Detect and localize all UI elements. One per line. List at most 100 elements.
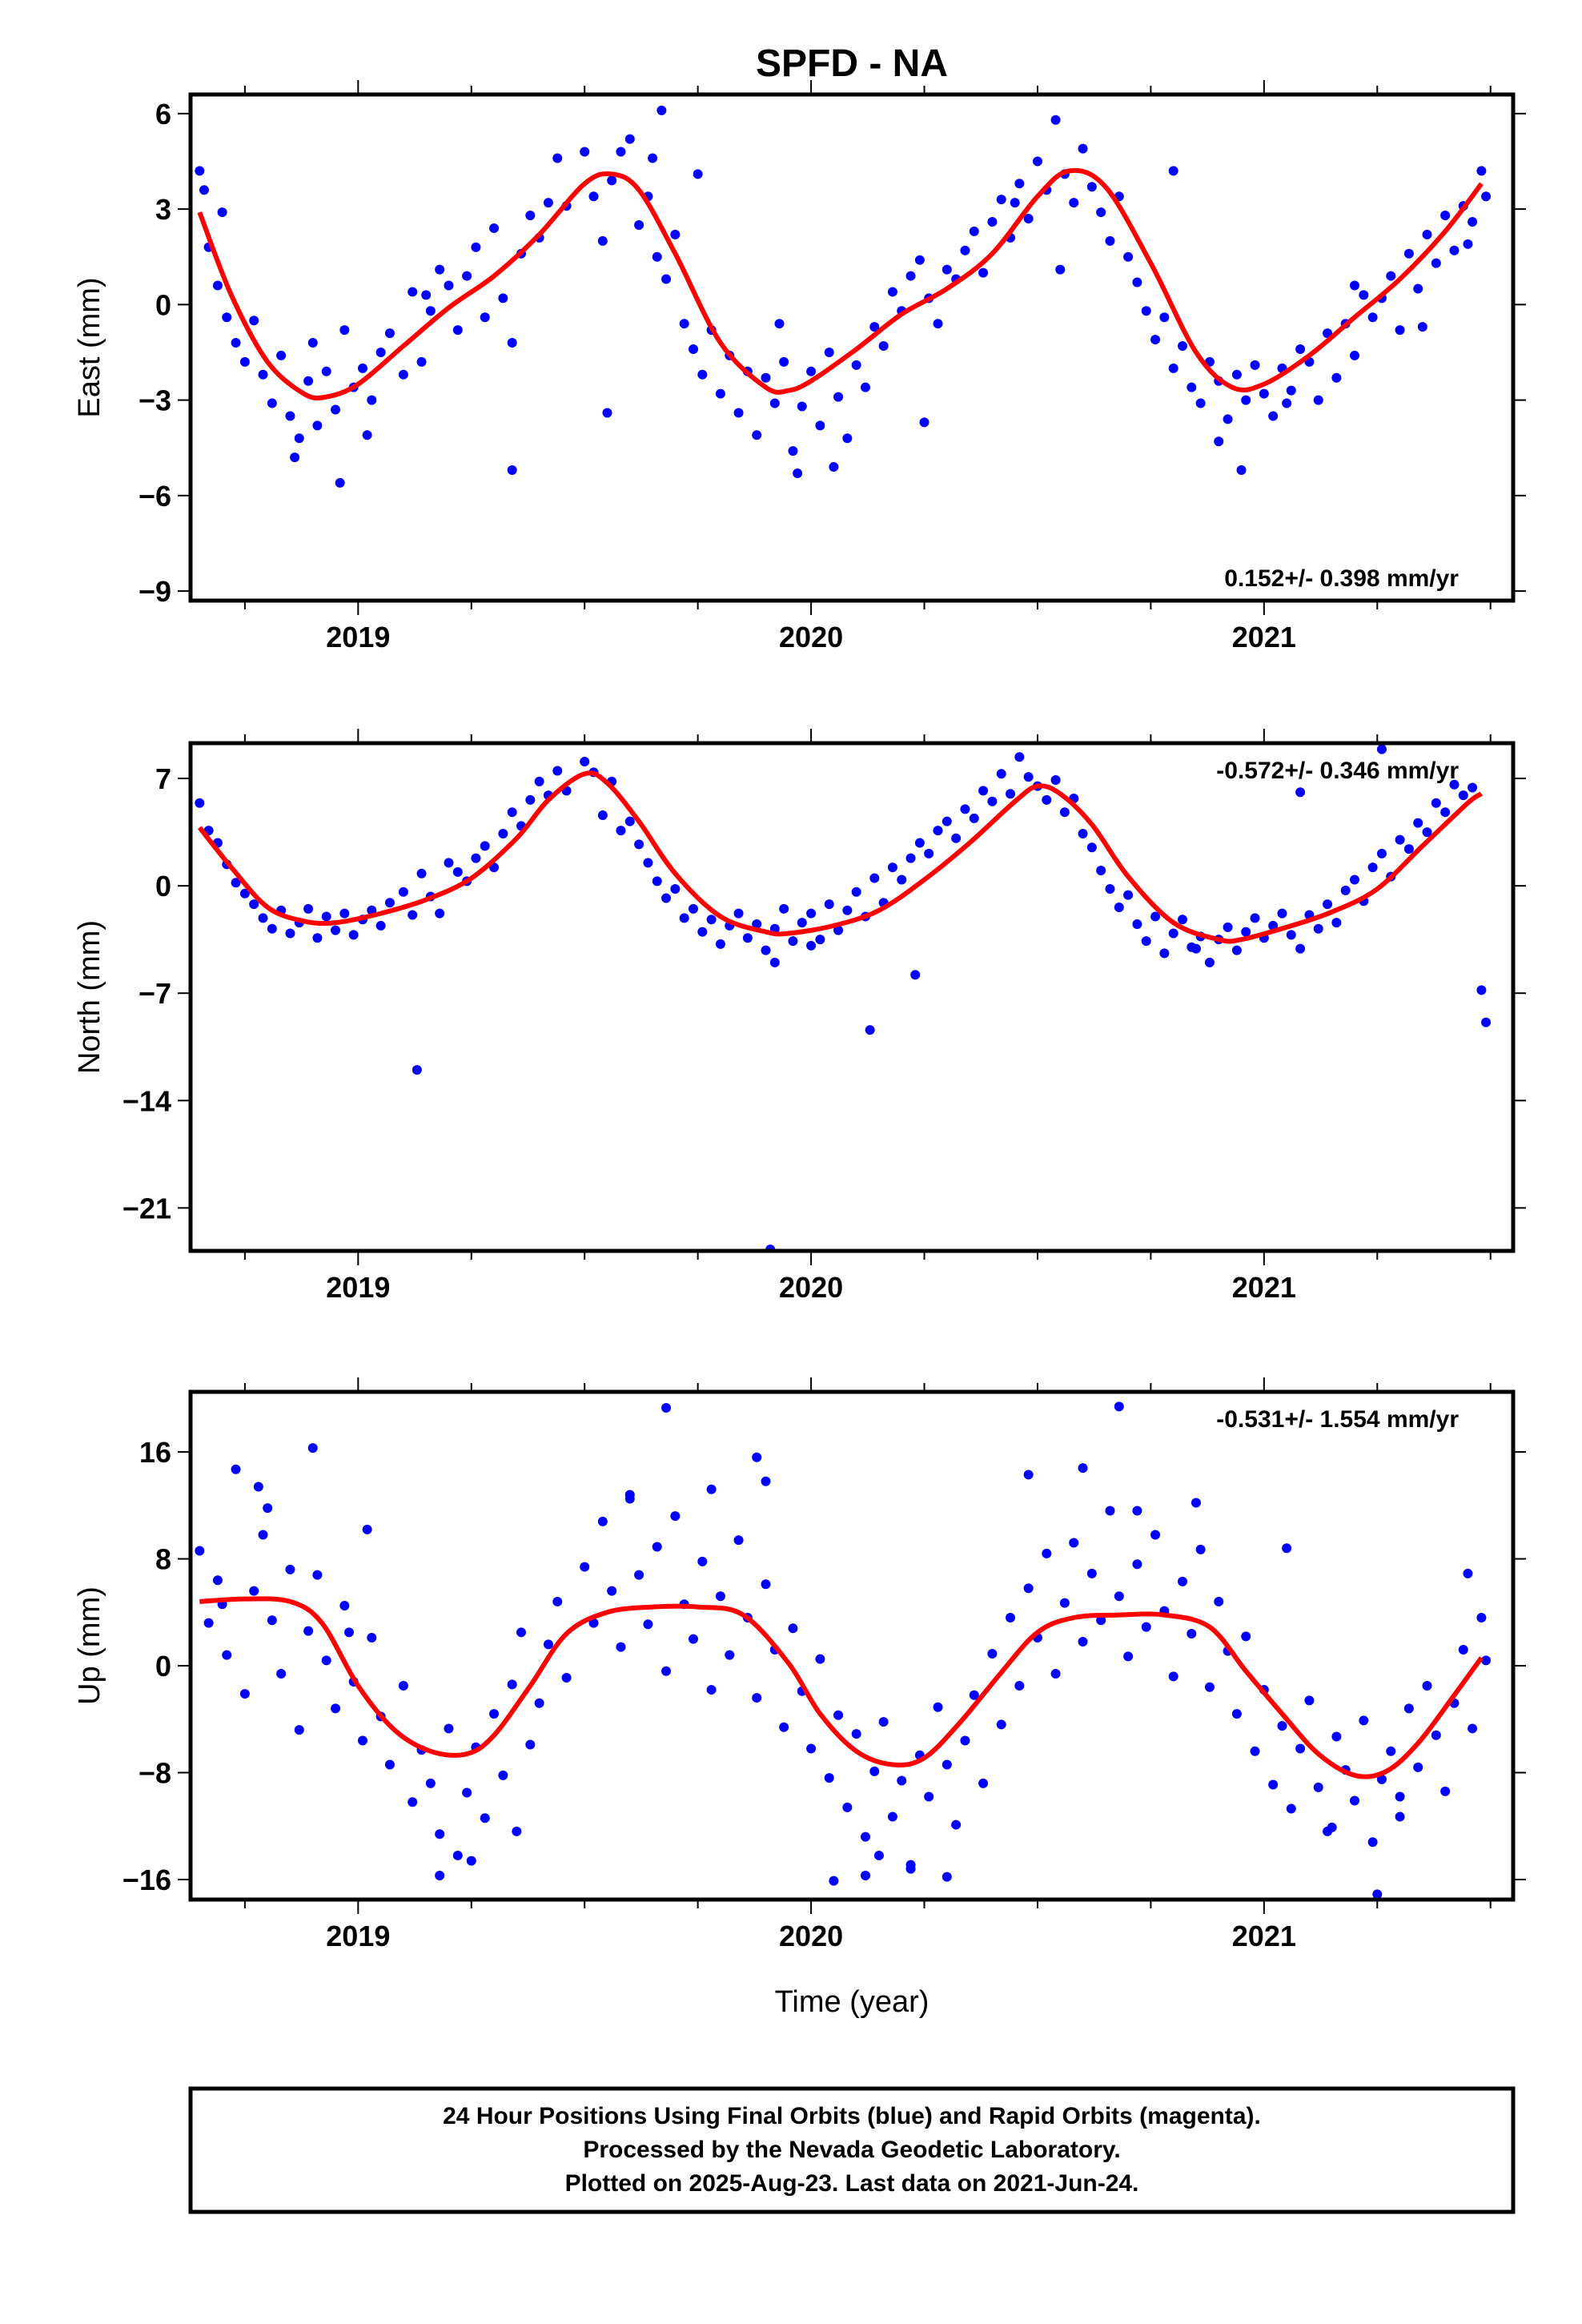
data-point — [425, 306, 436, 316]
y-tick-label: −7 — [139, 977, 171, 1010]
data-point — [1250, 913, 1260, 923]
data-point — [212, 280, 223, 291]
data-point — [1086, 1568, 1097, 1578]
data-point — [1286, 385, 1296, 396]
y-tick-label: −21 — [122, 1192, 171, 1224]
data-point — [869, 322, 880, 332]
footer-line-2: Processed by the Nevada Geodetic Laborat… — [583, 2137, 1120, 2163]
data-point — [597, 810, 608, 821]
data-point — [588, 1618, 599, 1628]
data-point — [752, 919, 762, 930]
plot-frame-east — [188, 92, 1516, 603]
data-point — [797, 918, 807, 928]
data-point — [1141, 936, 1151, 947]
data-point — [1376, 1774, 1387, 1784]
data-point — [452, 1850, 463, 1860]
data-point — [1096, 865, 1106, 875]
data-point — [1150, 335, 1161, 345]
data-point — [905, 271, 916, 281]
data-point — [960, 245, 970, 255]
data-point — [624, 816, 635, 826]
data-point — [969, 1690, 979, 1700]
y-tick-label: −14 — [122, 1084, 171, 1117]
data-point — [788, 936, 798, 947]
data-point — [715, 1591, 725, 1602]
data-point — [887, 287, 897, 297]
data-point — [648, 153, 658, 163]
data-point — [1023, 1470, 1034, 1480]
data-point — [1178, 915, 1187, 925]
data-point — [416, 868, 427, 879]
data-point — [996, 195, 1006, 205]
data-point — [258, 1530, 268, 1540]
data-point — [1231, 945, 1242, 955]
data-point — [253, 1482, 263, 1492]
data-point — [1186, 382, 1197, 392]
data-point — [987, 216, 998, 227]
data-point — [616, 147, 626, 157]
data-point — [1349, 350, 1359, 360]
data-point — [1123, 890, 1134, 900]
data-point — [1141, 306, 1151, 316]
data-point — [978, 1778, 989, 1788]
data-point — [1168, 363, 1178, 373]
data-point — [1286, 1803, 1296, 1814]
data-point — [398, 887, 408, 897]
y-tick-label: 8 — [155, 1543, 171, 1576]
data-point — [1422, 827, 1432, 838]
data-point — [321, 1655, 331, 1666]
data-point — [231, 1464, 241, 1474]
data-point — [905, 853, 916, 863]
data-point — [1277, 1721, 1287, 1731]
data-point — [580, 147, 590, 157]
panels-group: 2019 2020 2021 6 3 0 −3 −6 −9 East (mm) 0.152+/- 0… — [73, 80, 1526, 1952]
data-point — [597, 1516, 608, 1526]
data-point — [552, 766, 563, 776]
data-point — [706, 915, 717, 925]
data-point — [1376, 848, 1387, 858]
data-point — [715, 939, 725, 949]
velocity-label-east: 0.152+/- 0.398 mm/yr — [1224, 565, 1459, 592]
data-point — [774, 319, 785, 329]
data-point — [1259, 388, 1269, 399]
data-point — [331, 404, 341, 415]
data-point — [1105, 235, 1115, 246]
data-point — [706, 1685, 717, 1695]
data-point — [661, 1403, 672, 1413]
data-point — [688, 903, 698, 914]
data-point — [742, 933, 753, 943]
y-tick-label: 6 — [155, 98, 171, 131]
y-tick-label: 0 — [155, 1650, 171, 1683]
data-point — [824, 347, 834, 357]
data-point — [331, 925, 341, 935]
data-point — [1078, 1463, 1088, 1474]
data-point — [697, 927, 708, 937]
data-point — [1159, 312, 1170, 323]
data-point — [942, 816, 952, 826]
data-point — [231, 878, 241, 888]
x-tick-label: 2019 — [326, 1920, 390, 1952]
data-point — [1458, 1645, 1468, 1655]
data-point — [670, 1511, 681, 1522]
data-point — [249, 1586, 259, 1596]
data-point — [1178, 1576, 1187, 1586]
data-point — [1440, 211, 1451, 221]
data-point — [534, 1698, 544, 1708]
data-point — [444, 1723, 454, 1734]
data-point — [679, 913, 689, 923]
data-point — [1023, 1583, 1034, 1594]
data-point — [1114, 1401, 1124, 1412]
data-point — [924, 1791, 934, 1802]
data-point — [693, 169, 703, 179]
data-point — [425, 1778, 436, 1788]
data-point — [679, 319, 689, 329]
data-point — [1023, 214, 1034, 224]
data-point — [1032, 156, 1042, 167]
data-point — [1395, 834, 1405, 845]
data-point — [1395, 1791, 1405, 1802]
data-point — [887, 862, 897, 873]
data-point — [1295, 787, 1306, 798]
data-point — [942, 1872, 952, 1882]
data-point — [978, 786, 989, 796]
panel-east: 2019 2020 2021 6 3 0 −3 −6 −9 East (mm) 0.152+/- 0… — [73, 80, 1526, 653]
